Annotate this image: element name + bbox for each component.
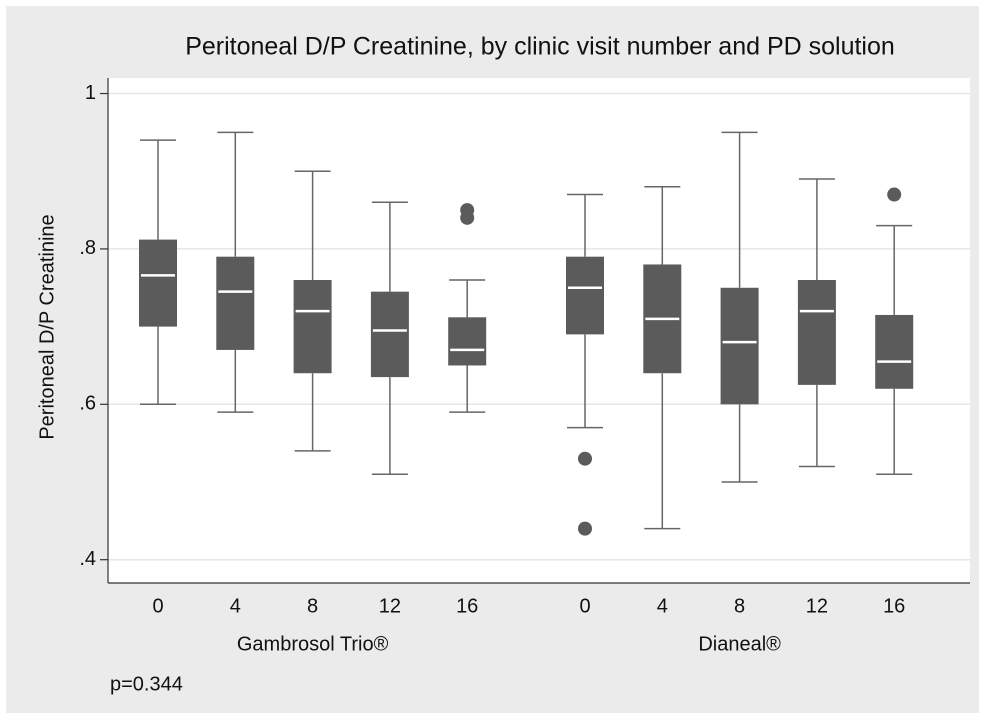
x-tick-label: 12 — [379, 595, 401, 617]
outlier — [460, 210, 475, 225]
box — [448, 317, 487, 366]
x-tick-label: 0 — [579, 595, 590, 617]
x-tick-label: 8 — [734, 595, 745, 617]
y-tick-label: 1 — [85, 82, 96, 104]
outlier — [887, 187, 902, 202]
y-axis-label: Peritoneal D/P Creatinine — [36, 214, 58, 439]
x-tick-label: 16 — [883, 595, 905, 617]
y-tick-label: .8 — [79, 237, 96, 259]
box — [566, 256, 604, 335]
y-tick-label: .4 — [79, 548, 96, 570]
box — [139, 239, 177, 327]
note: p=0.344 — [110, 673, 183, 695]
box — [216, 256, 255, 350]
x-tick-label: 8 — [307, 595, 318, 617]
box — [875, 314, 914, 389]
x-tick-label: 0 — [152, 595, 163, 617]
y-tick-label: .6 — [79, 393, 96, 415]
group-label: Gambrosol Trio® — [237, 633, 389, 655]
box — [370, 291, 409, 378]
box — [797, 280, 836, 385]
x-tick-label: 16 — [456, 595, 478, 617]
box — [720, 287, 759, 405]
outlier — [578, 521, 592, 536]
x-tick-label: 4 — [230, 595, 241, 617]
chart-title: Peritoneal D/P Creatinine, by clinic vis… — [185, 33, 895, 61]
outlier — [578, 451, 592, 466]
x-tick-label: 12 — [806, 595, 828, 617]
box — [293, 280, 332, 374]
x-tick-label: 4 — [657, 595, 668, 617]
group-label: Dianeal® — [698, 633, 781, 655]
